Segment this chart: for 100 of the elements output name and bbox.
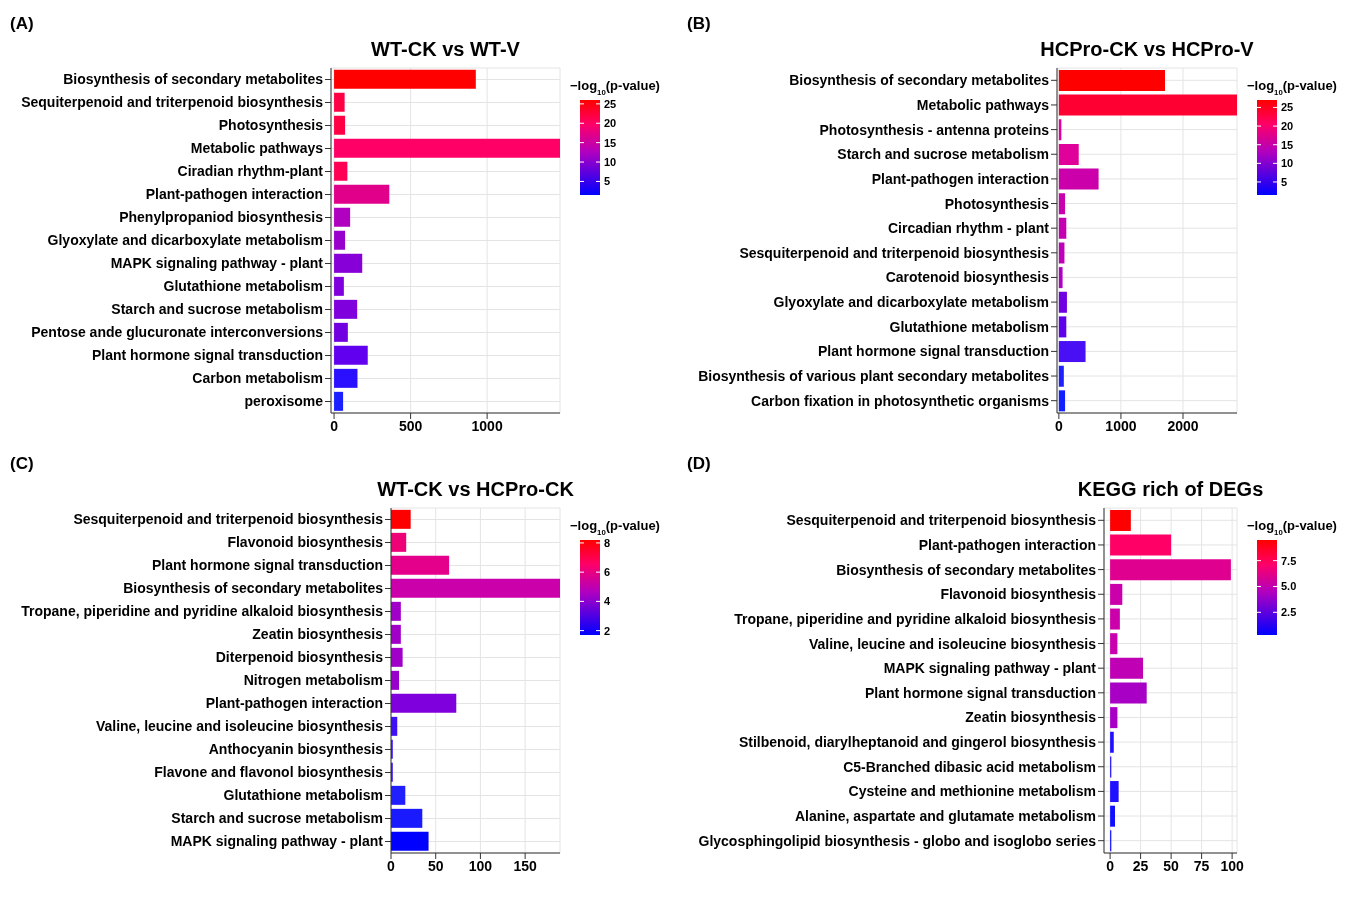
chart-title: WT-CK vs WT-V — [371, 38, 520, 61]
y-tick-label: Valine, leucine and isoleucine biosynthesis — [808, 635, 1097, 652]
color-bar-label: 4 — [604, 595, 611, 608]
x-tick-label: 150 — [513, 857, 538, 874]
y-tick-label: C5-Branched dibasic acid metabolism — [843, 758, 1096, 775]
y-tick-label: Anthocyanin biosynthesis — [208, 741, 384, 758]
x-tick-label: 100 — [1220, 857, 1245, 874]
y-tick-label: Tropane, piperidine and pyridine alkaloid biosynthesis — [734, 610, 1097, 627]
x-tick-label: 100 — [468, 857, 493, 874]
y-tick-label: Plant hormone signal transduction — [91, 347, 323, 364]
color-bar-label: 10 — [1281, 157, 1294, 170]
y-tick-label: Starch and sucrose metabolism — [111, 301, 323, 318]
y-tick-label: Biosynthesis of secondary metabolites — [123, 580, 384, 597]
x-tick-label: 2000 — [1167, 417, 1199, 434]
y-tick-label: Glyoxylate and dicarboxylate metabolism — [773, 294, 1049, 311]
color-bar-label: 20 — [604, 117, 617, 130]
y-tick-label: Photosynthesis - antenna proteins — [819, 121, 1050, 138]
x-tick-label: 75 — [1193, 857, 1210, 874]
chart-title: KEGG rich of DEGs — [1077, 478, 1264, 501]
y-tick-label: Biosynthesis of secondary metabolites — [789, 72, 1050, 89]
y-tick-label: Biosynthesis of various plant secondary metabolites — [698, 368, 1050, 385]
y-tick-label: Sequiterpenoid and triterpenoid biosynthesis — [21, 94, 324, 111]
y-tick-label: MAPK signaling pathway - plant — [110, 255, 324, 272]
color-bar-label: 15 — [1281, 138, 1294, 151]
color-bar-title: −log$_{10}$(p-value) — [1247, 518, 1337, 537]
y-tick-label: Zeatin biosynthesis — [252, 626, 384, 643]
y-tick-label: Sesquiterpenoid and triterpenoid biosynthesis — [73, 511, 384, 528]
y-tick-label: Tropane, piperidine and pyridine alkaloid biosynthesis — [21, 603, 384, 620]
y-tick-label: Glycosphingolipid biosynthesis - globo and isoglobo series — [698, 832, 1097, 849]
y-tick-label: Glyoxylate and dicarboxylate metabolism — [47, 232, 323, 249]
color-bar-label: 2.5 — [1281, 606, 1297, 619]
y-tick-label: MAPK signaling pathway - plant — [883, 660, 1097, 677]
y-tick-label: Plant-pathogen interaction — [871, 170, 1049, 187]
x-tick-label: 50 — [1163, 857, 1180, 874]
x-tick-label: 25 — [1132, 857, 1149, 874]
x-tick-label: 0 — [387, 857, 396, 874]
color-bar-label: 6 — [604, 566, 611, 579]
color-bar-title: −log$_{10}$(p-value) — [570, 78, 660, 97]
y-tick-label: Biosynthesis of secondary metabolites — [63, 71, 324, 88]
y-tick-label: Glutathione metabolism — [889, 318, 1049, 335]
y-tick-label: Plant-pathogen interaction — [145, 186, 323, 203]
y-tick-label: Plant hormone signal transduction — [817, 343, 1049, 360]
y-tick-label: Diterpenoid biosynthesis — [215, 649, 384, 666]
color-bar-label: 25 — [604, 97, 617, 110]
y-tick-label: Alanine, aspartate and glutamate metabolism — [794, 808, 1096, 825]
y-tick-label: Pentose ande glucuronate interconversions — [31, 324, 324, 341]
y-tick-label: Plant-pathogen interaction — [918, 536, 1096, 553]
y-tick-label: peroxisome — [244, 393, 324, 410]
y-tick-label: Nitrogen metabolism — [243, 672, 383, 689]
text: (B) — [687, 14, 711, 34]
y-tick-label: Flavonoid biosynthesis — [227, 534, 384, 551]
y-tick-label: Cysteine and methionine metabolism — [848, 783, 1096, 800]
y-tick-label: Photosynthesis — [944, 195, 1050, 212]
y-tick-label: Photosynthesis — [218, 117, 324, 134]
y-tick-label: Biosynthesis of secondary metabolites — [836, 561, 1097, 578]
y-tick-label: Carbon metabolism — [192, 370, 323, 387]
y-tick-label: Plant hormone signal transduction — [864, 684, 1096, 701]
y-tick-label: Sesquiterpenoid and triterpenoid biosynthesis — [739, 244, 1050, 261]
chart-title: HCPro-CK vs HCPro-V — [1040, 38, 1254, 61]
color-bar-title: −log$_{10}$(p-value) — [1247, 78, 1337, 97]
y-tick-label: Starch and sucrose metabolism — [837, 146, 1049, 163]
y-tick-label: Phenylpropaniod biosynthesis — [119, 209, 324, 226]
x-tick-label: 1000 — [1105, 417, 1137, 434]
y-tick-label: Carbon fixation in photosynthetic organisms — [751, 392, 1050, 409]
color-bar-label: 15 — [604, 136, 617, 149]
x-tick-label: 500 — [398, 417, 423, 434]
text: (C) — [10, 454, 34, 474]
y-tick-label: MAPK signaling pathway - plant — [170, 833, 384, 850]
y-tick-label: Plant hormone signal transduction — [151, 557, 383, 574]
y-tick-label: Plant-pathogen interaction — [205, 695, 383, 712]
y-tick-label: Sesquiterpenoid and triterpenoid biosynthesis — [786, 512, 1097, 529]
y-tick-label: Starch and sucrose metabolism — [171, 810, 383, 827]
color-bar-label: 5.0 — [1281, 580, 1297, 593]
text: (A) — [10, 14, 34, 34]
color-bar-label: 8 — [604, 536, 611, 549]
color-bar-label: 10 — [604, 156, 617, 169]
color-bar-label: 20 — [1281, 120, 1294, 133]
color-bar-label: 2 — [604, 624, 611, 637]
color-bar-label: 25 — [1281, 101, 1294, 114]
x-tick-label: 0 — [1054, 417, 1063, 434]
y-tick-label: Stilbenoid, diarylheptanoid and gingerol biosynthesis — [738, 734, 1097, 751]
x-tick-label: 0 — [1106, 857, 1115, 874]
y-tick-label: Ciradian rhythm-plant — [177, 163, 324, 180]
y-tick-label: Circadian rhythm - plant — [887, 220, 1050, 237]
y-tick-label: Metabolic pathways — [190, 140, 324, 157]
color-bar-label: 5 — [604, 175, 611, 188]
color-bar-label: 7.5 — [1281, 554, 1297, 567]
chart-title: WT-CK vs HCPro-CK — [377, 478, 574, 501]
y-tick-label: Valine, leucine and isoleucine biosynthesis — [95, 718, 384, 735]
y-tick-label: Flavone and flavonol biosynthesis — [154, 764, 384, 781]
y-tick-label: Metabolic pathways — [916, 96, 1050, 113]
y-tick-label: Glutathione metabolism — [223, 787, 383, 804]
x-tick-label: 0 — [330, 417, 339, 434]
color-bar-label: 5 — [1281, 175, 1288, 188]
y-tick-label: Flavonoid biosynthesis — [940, 586, 1097, 603]
text: (D) — [687, 454, 711, 474]
y-tick-label: Carotenoid biosynthesis — [885, 269, 1050, 286]
y-tick-label: Zeatin biosynthesis — [965, 709, 1097, 726]
color-bar-title: −log$_{10}$(p-value) — [570, 518, 660, 537]
x-tick-label: 1000 — [471, 417, 503, 434]
